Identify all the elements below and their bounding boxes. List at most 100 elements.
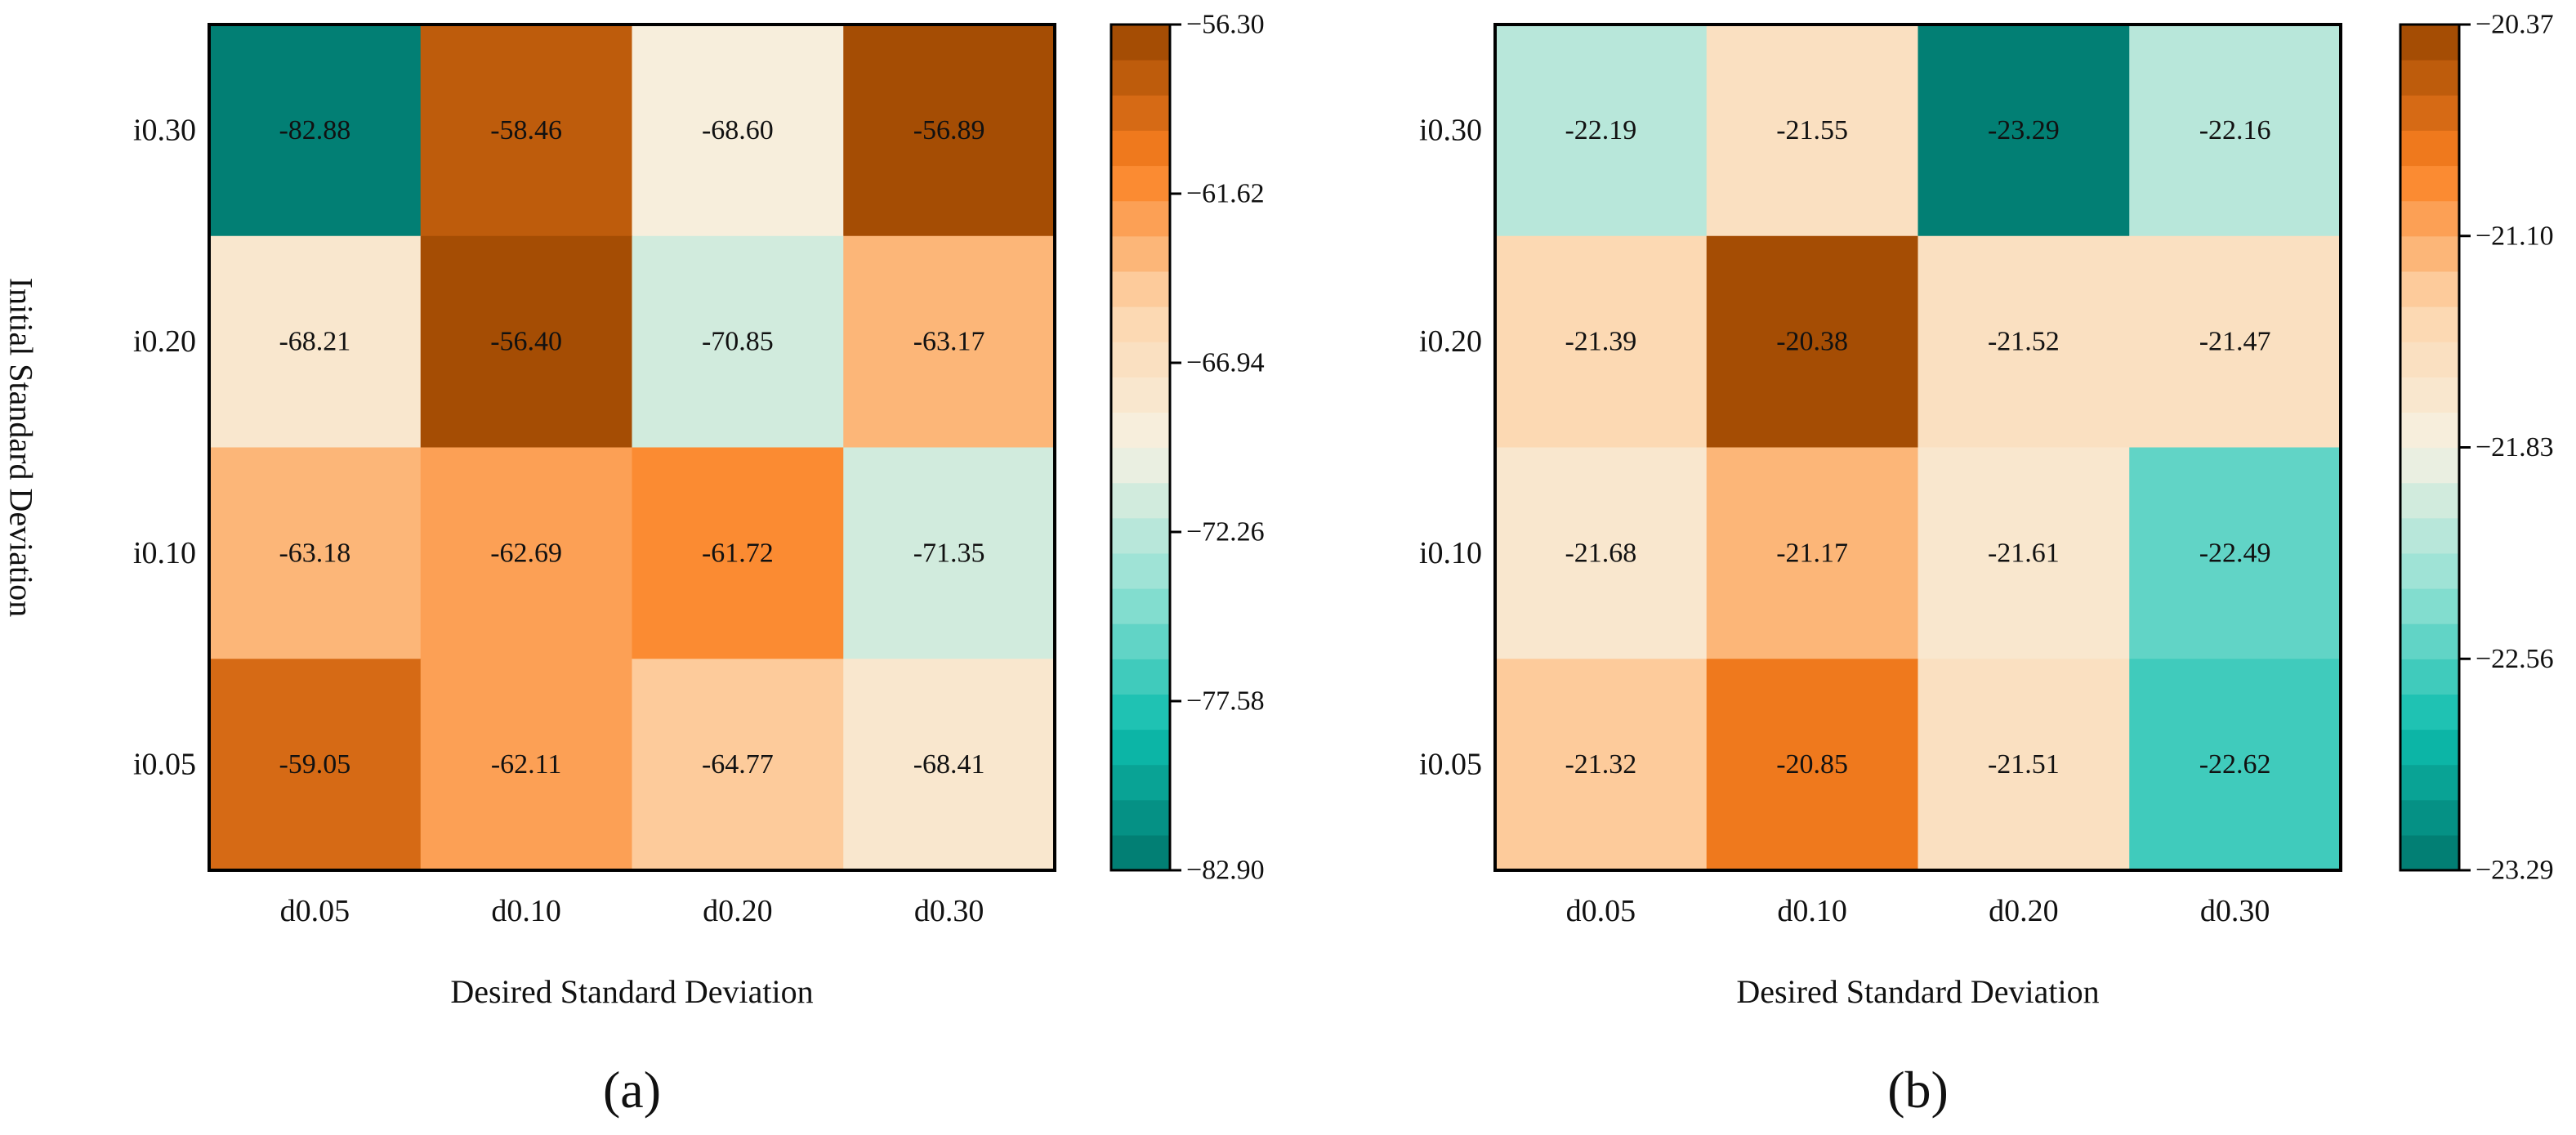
cell-value-label: -63.17 bbox=[913, 327, 985, 357]
cell-value-label: -21.47 bbox=[2199, 327, 2271, 357]
cell-value-label: -21.52 bbox=[1988, 327, 2060, 357]
colorbar-segment bbox=[1111, 412, 1170, 449]
colorbar-segment bbox=[2400, 623, 2459, 659]
colorbar-segment bbox=[2400, 834, 2459, 871]
panel-label: (b) bbox=[1887, 1061, 1949, 1119]
cell-value-label: -22.62 bbox=[2199, 749, 2271, 780]
y-tick-label: i0.20 bbox=[1419, 324, 1482, 359]
colorbar-segment bbox=[1111, 834, 1170, 871]
colorbar-segment bbox=[1111, 377, 1170, 413]
y-tick-label: i0.10 bbox=[133, 536, 196, 570]
cell-value-label: -68.60 bbox=[702, 115, 774, 145]
colorbar-segment bbox=[2400, 517, 2459, 554]
cell-value-label: -56.40 bbox=[490, 327, 562, 357]
colorbar-segment bbox=[2400, 306, 2459, 342]
heatmap-cell bbox=[843, 659, 1056, 871]
cell-value-label: -21.32 bbox=[1565, 749, 1636, 780]
colorbar-segment bbox=[2400, 270, 2459, 307]
colorbar-segment bbox=[1111, 200, 1170, 237]
colorbar-segment bbox=[2400, 25, 2459, 60]
heatmap-cell bbox=[1706, 235, 1919, 449]
heatmap-cell bbox=[1917, 235, 2130, 449]
colorbar-segment bbox=[2400, 95, 2459, 131]
cell-value-label: -68.41 bbox=[913, 749, 985, 780]
heatmap-cell bbox=[1917, 447, 2130, 659]
colorbar-segment bbox=[1111, 130, 1170, 167]
cell-value-label: -20.85 bbox=[1776, 749, 1848, 780]
x-tick-label: d0.05 bbox=[1566, 894, 1636, 928]
heatmap-cell bbox=[1495, 447, 1708, 659]
heatmap-frame bbox=[208, 23, 1056, 872]
cell-value-label: -21.17 bbox=[1776, 538, 1848, 568]
heatmap-cell bbox=[1495, 659, 1708, 871]
heatmap-cell bbox=[209, 25, 422, 237]
heatmap-cell bbox=[632, 25, 844, 237]
x-tick-label: d0.20 bbox=[1989, 894, 2059, 928]
heatmap-cell bbox=[209, 235, 422, 449]
colorbar-segment bbox=[1111, 270, 1170, 307]
colorbar-tick-label: −82.90 bbox=[1186, 856, 1265, 886]
x-axis-title: Desired Standard Deviation bbox=[1736, 973, 2099, 1010]
colorbar-segment bbox=[1111, 482, 1170, 519]
heatmap-cell bbox=[843, 25, 1056, 237]
heatmap-cell bbox=[209, 659, 422, 871]
heatmap-cell bbox=[843, 447, 1056, 659]
colorbar-segment bbox=[2400, 342, 2459, 378]
y-tick-label: i0.30 bbox=[1419, 113, 1482, 147]
cell-value-label: -71.35 bbox=[913, 538, 985, 568]
colorbar-segment bbox=[1111, 165, 1170, 202]
colorbar-segment bbox=[1111, 623, 1170, 659]
cell-value-label: -23.29 bbox=[1988, 115, 2060, 145]
x-tick-label: d0.10 bbox=[491, 894, 561, 928]
colorbar-segment bbox=[2400, 588, 2459, 624]
cell-value-label: -58.46 bbox=[490, 115, 562, 145]
colorbar-tick-label: −72.26 bbox=[1186, 517, 1265, 547]
y-axis-title: Initial Standard Deviation bbox=[3, 278, 40, 617]
cell-value-label: -63.18 bbox=[279, 538, 350, 568]
colorbar-segment bbox=[1111, 764, 1170, 801]
y-tick-label: i0.30 bbox=[133, 113, 196, 147]
colorbar-segment bbox=[1111, 588, 1170, 624]
x-tick-label: d0.20 bbox=[703, 894, 773, 928]
colorbar-segment bbox=[2400, 552, 2459, 589]
colorbar-segment bbox=[2400, 377, 2459, 413]
x-tick-label: d0.30 bbox=[2200, 894, 2270, 928]
cell-value-label: -20.38 bbox=[1776, 327, 1848, 357]
x-tick-label: d0.30 bbox=[914, 894, 984, 928]
heatmap-cell bbox=[843, 235, 1056, 449]
heatmap-cell bbox=[1495, 25, 1708, 237]
colorbar-tick-label: −56.30 bbox=[1186, 10, 1265, 40]
colorbar-segment bbox=[1111, 799, 1170, 836]
colorbar-segment bbox=[1111, 729, 1170, 766]
cell-value-label: -61.72 bbox=[702, 538, 774, 568]
colorbar-segment bbox=[2400, 799, 2459, 836]
heatmap-cell bbox=[2129, 447, 2342, 659]
colorbar-segment bbox=[2400, 694, 2459, 731]
colorbar-segment bbox=[1111, 694, 1170, 731]
heatmap-cell bbox=[420, 25, 633, 237]
colorbar-segment bbox=[1111, 95, 1170, 131]
y-tick-label: i0.05 bbox=[133, 748, 196, 782]
colorbar-segment bbox=[1111, 517, 1170, 554]
heatmap-cell bbox=[632, 659, 844, 871]
colorbar-segment bbox=[2400, 165, 2459, 202]
colorbar-tick-label: −22.56 bbox=[2476, 644, 2554, 674]
heatmap-panel-a: -82.88 -58.46 -68.60 -56.89 -68.21 -56.40 -70.… bbox=[3, 10, 1265, 1119]
colorbar-segment bbox=[2400, 200, 2459, 237]
colorbar-segment bbox=[1111, 447, 1170, 484]
heatmap-cell bbox=[1495, 235, 1708, 449]
heatmap-cell bbox=[420, 447, 633, 659]
x-tick-label: d0.05 bbox=[280, 894, 350, 928]
colorbar-segment bbox=[2400, 482, 2459, 519]
x-tick-label: d0.10 bbox=[1777, 894, 1847, 928]
colorbar-segment bbox=[1111, 235, 1170, 272]
heatmap-cell bbox=[209, 447, 422, 659]
heatmap-cell bbox=[420, 659, 633, 871]
colorbar-tick-label: −20.37 bbox=[2476, 10, 2554, 40]
heatmap-cell bbox=[2129, 235, 2342, 449]
heatmap-cell bbox=[2129, 25, 2342, 237]
y-tick-label: i0.20 bbox=[133, 324, 196, 359]
heatmap-cell bbox=[2129, 659, 2342, 871]
colorbar-tick-label: −21.10 bbox=[2476, 221, 2554, 251]
